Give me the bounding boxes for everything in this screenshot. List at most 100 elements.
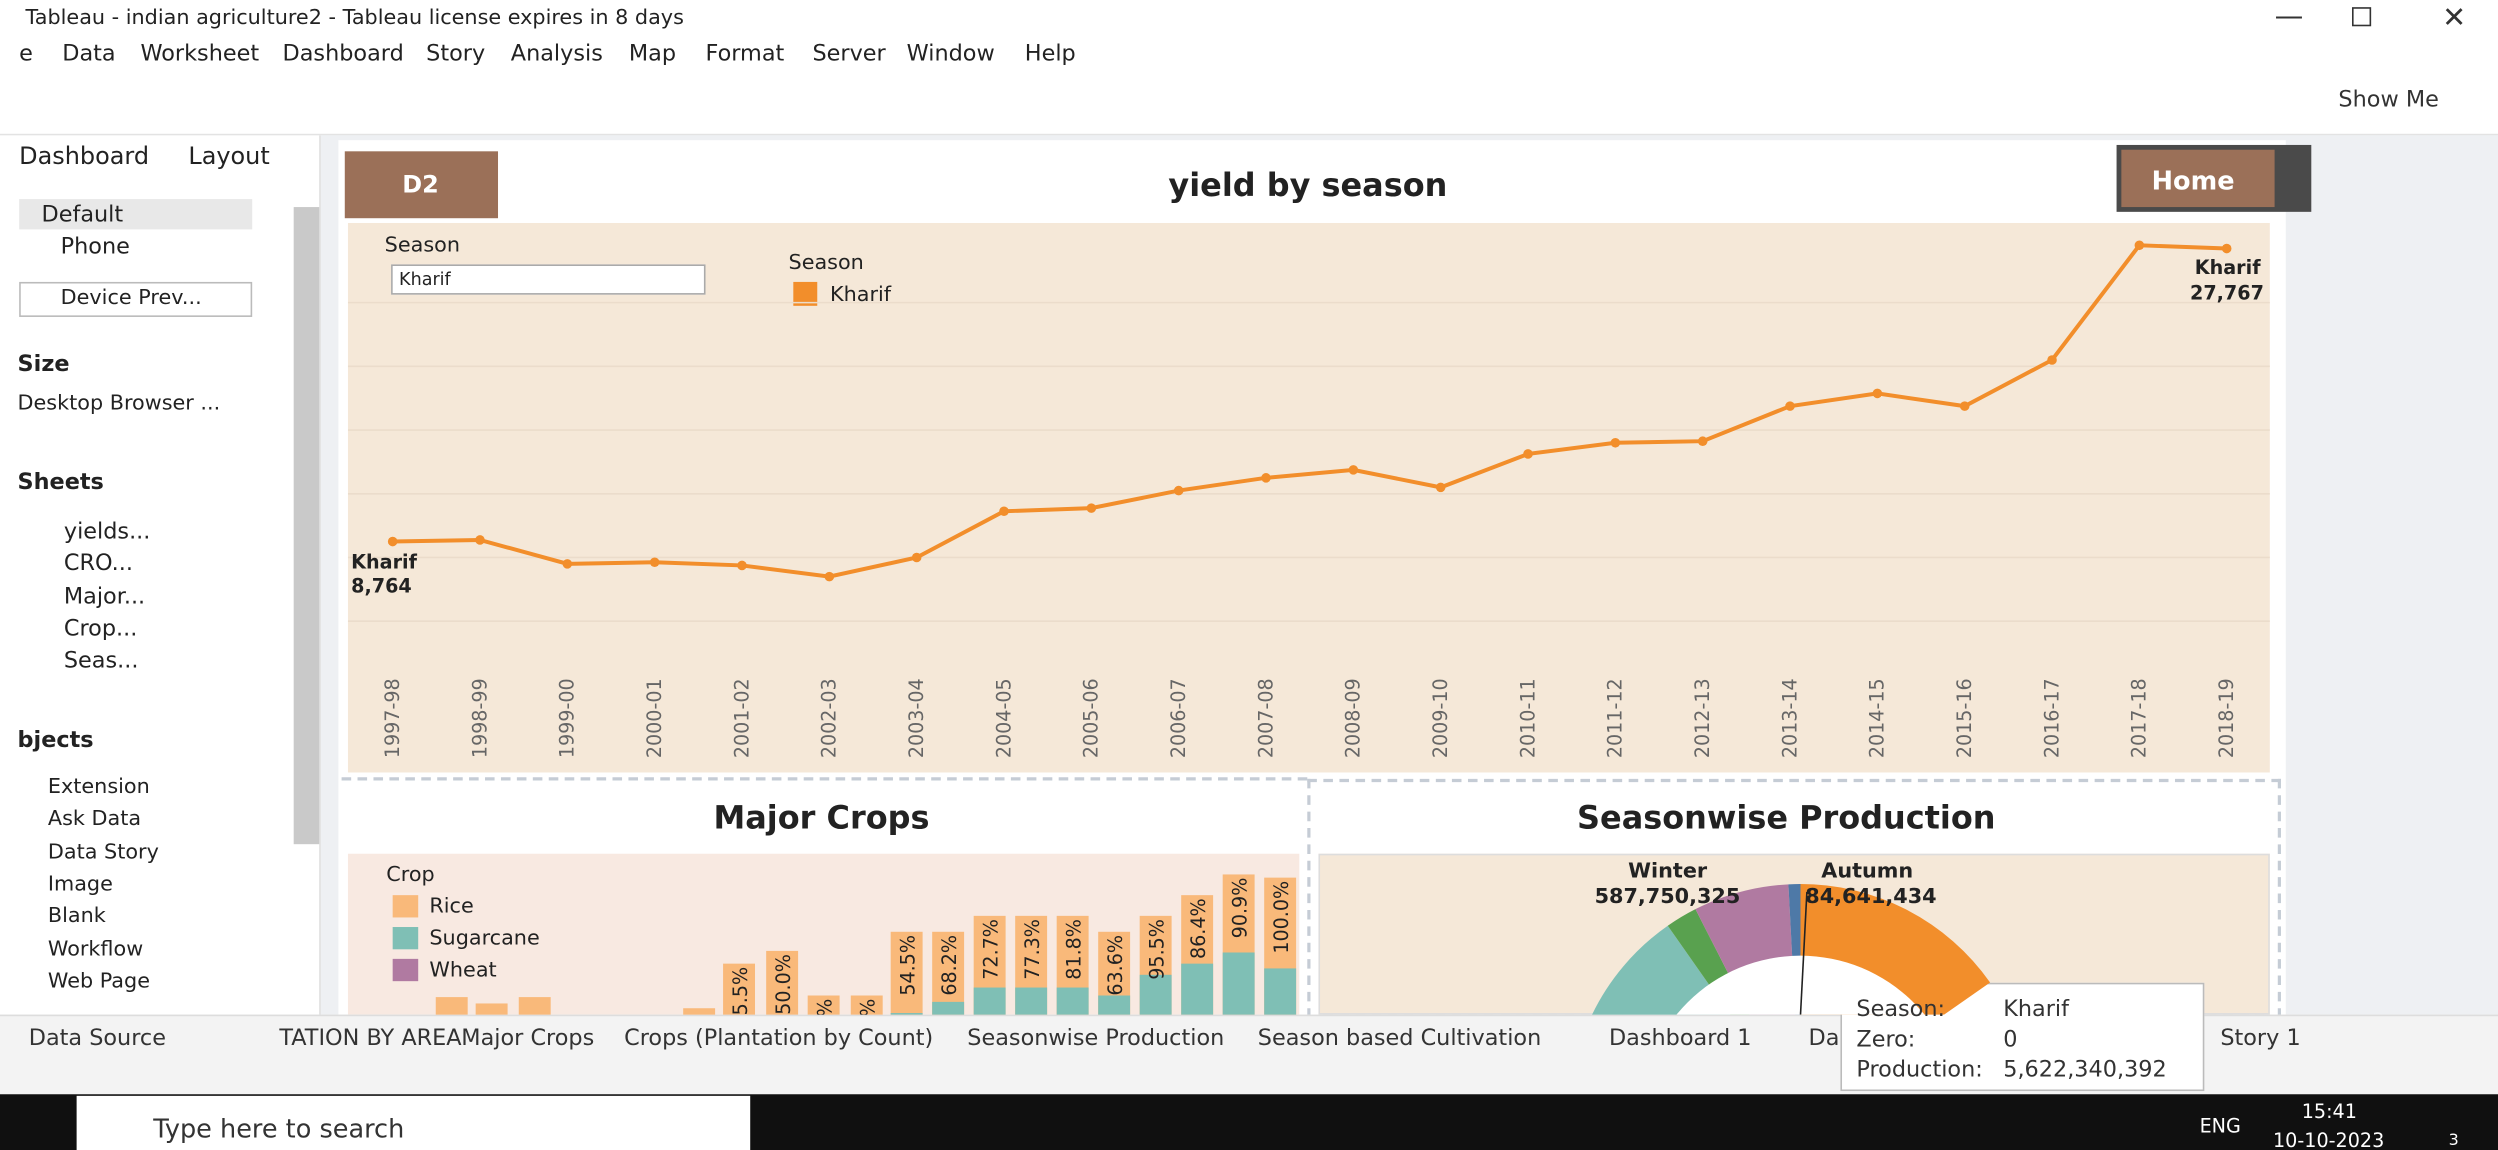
minimize-icon[interactable]: — [2275,0,2304,32]
donut-slice [1592,925,1731,1015]
object-item[interactable]: Data Story [47,840,159,865]
device-option[interactable]: Phone [60,234,130,260]
legend-swatch [392,927,419,950]
menu-item[interactable]: Analysis [510,41,603,67]
object-item[interactable]: Extension [47,775,150,800]
filter-dropdown[interactable] [391,264,706,295]
filter-value[interactable]: Kharif [399,269,451,290]
menu-item[interactable]: Window [906,41,995,67]
menu-item[interactable]: Data [62,41,116,67]
data-label: 27,767 [2189,281,2264,305]
home-button[interactable] [2116,144,2312,212]
sidebar-tab[interactable]: Dashboard [19,141,150,171]
data-point [562,559,573,569]
sheet-tab[interactable]: Da [1808,1025,1840,1052]
x-tick-label: 2005-06 [1080,678,1103,758]
sheet-tab[interactable]: Seasonwise Production [967,1025,1225,1052]
bar-label: 50.0% [772,954,795,1015]
data-point [2047,355,2057,365]
x-tick-label: 2003-04 [905,678,928,758]
size-value[interactable]: Desktop Browser ... [17,391,221,416]
data-point [1872,388,1883,399]
data-point [999,506,1009,517]
show-me[interactable]: Show Me [2338,87,2439,114]
sheet-item[interactable]: CRO... [63,551,133,578]
object-item[interactable]: Image [47,872,113,897]
bar-label: 95.5% [1146,919,1169,980]
sheet-tab[interactable]: Major Crops [461,1025,595,1052]
home-label[interactable]: Home [2151,165,2235,196]
d2-label[interactable]: D2 [402,170,439,200]
bar [1139,974,1172,1015]
search-placeholder[interactable]: Type here to search [153,1113,405,1144]
data-label: 8,764 [351,575,412,598]
sidebar-scroll [293,207,320,845]
bar [766,950,799,1015]
x-tick-label: 2000-01 [643,678,666,758]
bar [973,987,1006,1015]
bar-label: % [857,999,880,1017]
filter-label: Season [384,234,461,259]
object-item[interactable]: Web Page [47,969,150,994]
default-highlight [19,199,253,230]
tooltip-text: Zero: [1856,1027,1916,1053]
device-prev-button[interactable] [19,281,253,317]
close-icon[interactable]: ✕ [2442,0,2466,34]
menu-item[interactable]: Worksheet [140,41,260,67]
menu-item[interactable]: Map [628,41,677,67]
sheet-item[interactable]: Seas... [63,648,139,675]
data-point [737,560,747,571]
x-tick-label: 2015-16 [1953,678,1976,758]
legend-label: Wheat [429,958,497,983]
object-item[interactable]: Ask Data [47,808,142,832]
d2-button[interactable] [344,151,499,219]
x-tick-label: 2010-11 [1516,678,1539,758]
bar-label: 63.6% [1104,935,1127,996]
menu-item[interactable]: Format [705,41,785,67]
bar-label: % [814,999,837,1017]
tooltip-text: Kharif [2003,997,2070,1023]
x-tick-label: 2014-15 [1866,678,1889,758]
menu-item[interactable]: Server [812,41,886,67]
bars: 5.5% 50.0%% % 54.5% 68.2% 72.7% 77.3% 81.8% 63.6… [435,874,1297,1017]
sheet-tab[interactable]: Season based Cultivation [1257,1025,1542,1052]
sidebar-tab[interactable]: Layout [188,141,270,171]
sheet-tab[interactable]: Data Source [28,1025,166,1052]
bar [435,997,468,1015]
objects-heading: bjects [17,727,94,754]
data-point [387,536,398,547]
panel-title: Seasonwise Production [1577,797,1996,837]
data-point [649,557,660,568]
device-option[interactable]: Default [41,202,124,228]
sheet-item[interactable]: Crop... [63,616,138,642]
menu-item[interactable]: Dashboard [282,41,404,67]
menu-item[interactable]: Story [426,41,486,67]
search-box[interactable] [76,1095,751,1150]
object-item[interactable]: Workflow [47,937,144,962]
legend-title: Crop [386,863,435,888]
tooltip-text: 5,622,340,392 [2003,1057,2167,1084]
device-preview[interactable]: Device Prev... [60,286,202,311]
data-line [392,243,2227,579]
x-tick-label: 2007-08 [1254,678,1277,758]
menu-item[interactable]: e [19,41,33,67]
series-label: Kharif [2194,256,2261,279]
legend-swatch [793,281,818,306]
x-tick-label: 2018-19 [2215,678,2238,758]
maximize-icon[interactable] [2352,7,2372,27]
data-point [1523,449,1533,459]
data-point [475,535,485,545]
sheet-tab[interactable]: Dashboard 1 [1608,1025,1752,1052]
sheet-item[interactable]: yields... [63,519,151,545]
x-tick-label: 2004-05 [992,678,1015,758]
bar [475,1003,508,1015]
donut [1592,884,1991,1015]
sheet-tab[interactable]: TATION BY AREA [279,1025,462,1052]
notification-count[interactable]: 3 [2448,1132,2459,1150]
menu-item[interactable]: Help [1024,41,1076,67]
sheet-tab[interactable]: Story 1 [2220,1025,2301,1052]
object-item[interactable]: Blank [47,905,106,929]
sheet-item[interactable]: Major... [63,583,146,610]
sheet-tab[interactable]: Crops (Plantation by Count) [624,1025,934,1052]
